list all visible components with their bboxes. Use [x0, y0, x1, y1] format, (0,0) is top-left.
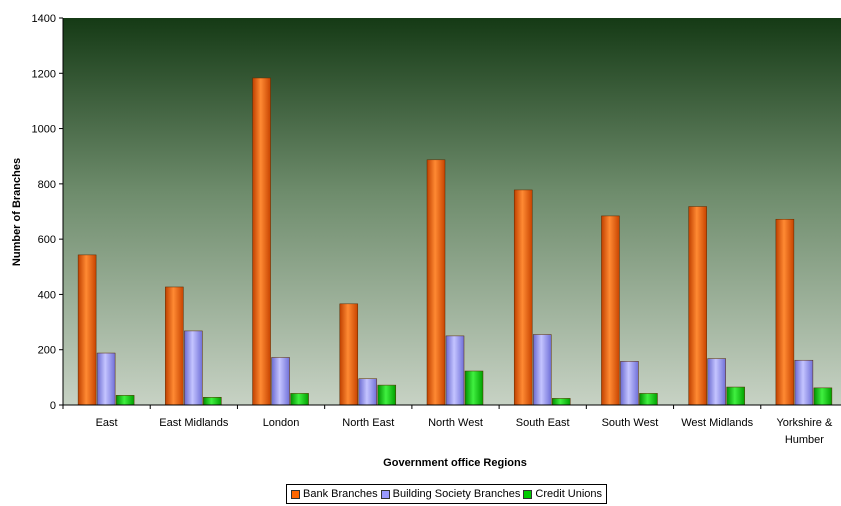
bar-chart: 0 200 400 600 800 1000 1200 1400 East East Midlan…: [11, 13, 841, 469]
legend-item-bank-branches: Bank Branches: [291, 488, 378, 500]
legend-label-bank: Bank Branches: [303, 488, 378, 500]
axes-group: 0 200 400 600 800 1000 1200 1400 East East Midlan…: [32, 13, 841, 446]
bar-bank-branches-west-midlands: [688, 206, 707, 406]
bar-building-society-branches-west-midlands: [707, 358, 726, 406]
bar-bank-branches-south-west: [601, 215, 620, 406]
bar-building-society-branches-north-east: [358, 378, 378, 406]
legend-label-building-society: Building Society Branches: [392, 488, 521, 500]
x-tick-label: East Midlands: [159, 417, 229, 429]
bar-credit-unions-south-east: [551, 398, 571, 406]
bar-bank-branches-north-east: [339, 303, 359, 406]
legend-label-credit-unions: Credit Unions: [535, 488, 603, 500]
x-tick-label: North West: [428, 417, 483, 429]
bar-bank-branches-yorkshire-humber: [775, 218, 795, 406]
x-tick-label: South East: [516, 417, 570, 429]
bar-bank-branches-north-west: [426, 159, 446, 406]
y-tick-label: 600: [38, 234, 56, 246]
bar-credit-unions-london: [290, 393, 309, 406]
bar-building-society-branches-south-east: [532, 334, 552, 406]
bar-building-society-branches-south-west: [620, 361, 639, 406]
bar-building-society-branches-east: [96, 352, 116, 406]
bar-building-society-branches-north-west: [445, 335, 465, 406]
y-tick-label: 400: [38, 289, 56, 301]
x-tick-label: Yorkshire & Humber: [776, 417, 833, 446]
x-tick-label: East: [96, 417, 118, 429]
legend-swatch-building-society: [380, 489, 390, 499]
bar-credit-unions-east-midlands: [203, 397, 222, 406]
y-tick-label: 800: [38, 179, 56, 191]
y-tick-label: 1000: [32, 124, 56, 136]
bar-credit-unions-yorkshire-humber: [813, 387, 833, 406]
bar-credit-unions-north-west: [464, 370, 484, 406]
legend: Bank Branches Building Society Branches …: [286, 484, 608, 504]
y-tick-label: 200: [38, 345, 56, 357]
bar-building-society-branches-yorkshire-humber: [794, 359, 814, 406]
bar-credit-unions-south-west: [639, 393, 658, 406]
bar-bank-branches-london: [252, 77, 271, 406]
x-tick-label: London: [263, 417, 300, 429]
bars-group: [77, 77, 833, 406]
y-tick-label: 1400: [32, 13, 56, 25]
legend-item-credit-unions: Credit Unions: [523, 488, 602, 500]
bar-credit-unions-east: [115, 395, 135, 406]
bar-building-society-branches-east-midlands: [184, 330, 203, 406]
y-tick-label: 0: [50, 400, 56, 412]
bar-bank-branches-east-midlands: [165, 286, 184, 406]
x-tick-label: West Midlands: [681, 417, 753, 429]
bar-bank-branches-east: [77, 254, 97, 406]
legend-swatch-credit-unions: [523, 489, 533, 499]
bar-bank-branches-south-east: [513, 189, 533, 406]
bar-credit-unions-west-midlands: [726, 386, 745, 406]
y-tick-label: 1200: [32, 68, 56, 80]
x-axis-title: Government office Regions: [383, 457, 527, 469]
x-tick-label: South West: [602, 417, 659, 429]
x-tick-label: North East: [342, 417, 394, 429]
bar-building-society-branches-london: [271, 357, 290, 406]
legend-item-building-society: Building Society Branches: [380, 488, 521, 500]
legend-swatch-bank: [291, 489, 300, 499]
y-axis-title: Number of Branches: [11, 158, 23, 266]
bar-credit-unions-north-east: [377, 384, 397, 406]
